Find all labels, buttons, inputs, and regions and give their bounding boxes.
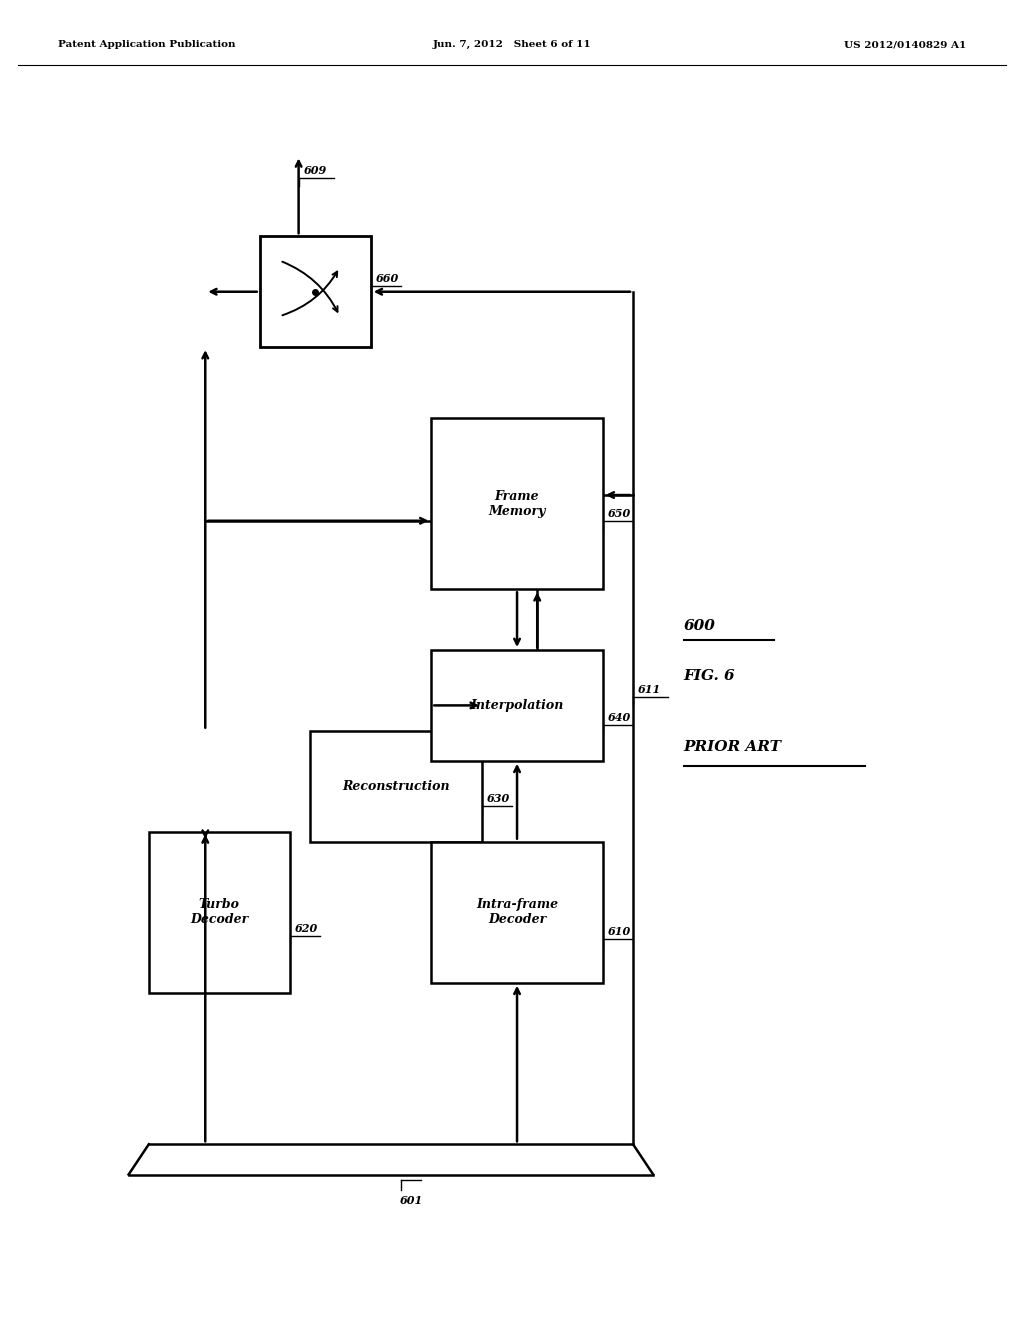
Text: 610: 610 bbox=[608, 927, 631, 937]
Text: 620: 620 bbox=[295, 924, 318, 935]
Text: Interpolation: Interpolation bbox=[470, 698, 564, 711]
FancyBboxPatch shape bbox=[260, 236, 371, 347]
Text: Frame
Memory: Frame Memory bbox=[488, 490, 546, 517]
Text: 601: 601 bbox=[399, 1195, 423, 1205]
Text: Reconstruction: Reconstruction bbox=[342, 780, 450, 792]
Text: 600: 600 bbox=[684, 619, 716, 632]
FancyBboxPatch shape bbox=[431, 649, 603, 760]
Text: 630: 630 bbox=[486, 793, 510, 804]
Text: Turbo
Decoder: Turbo Decoder bbox=[190, 898, 249, 927]
Text: 611: 611 bbox=[638, 684, 662, 696]
Text: 640: 640 bbox=[608, 711, 631, 723]
Text: Patent Application Publication: Patent Application Publication bbox=[58, 40, 236, 49]
FancyBboxPatch shape bbox=[148, 832, 290, 993]
Text: FIG. 6: FIG. 6 bbox=[684, 669, 735, 684]
Text: Jun. 7, 2012   Sheet 6 of 11: Jun. 7, 2012 Sheet 6 of 11 bbox=[433, 40, 591, 49]
Text: 650: 650 bbox=[608, 508, 631, 519]
FancyBboxPatch shape bbox=[431, 842, 603, 983]
FancyBboxPatch shape bbox=[310, 731, 481, 842]
Text: 660: 660 bbox=[376, 273, 399, 284]
FancyBboxPatch shape bbox=[431, 418, 603, 589]
Text: Intra-frame
Decoder: Intra-frame Decoder bbox=[476, 898, 558, 927]
Text: PRIOR ART: PRIOR ART bbox=[684, 739, 781, 754]
Text: US 2012/0140829 A1: US 2012/0140829 A1 bbox=[844, 40, 966, 49]
Text: 609: 609 bbox=[304, 165, 327, 176]
